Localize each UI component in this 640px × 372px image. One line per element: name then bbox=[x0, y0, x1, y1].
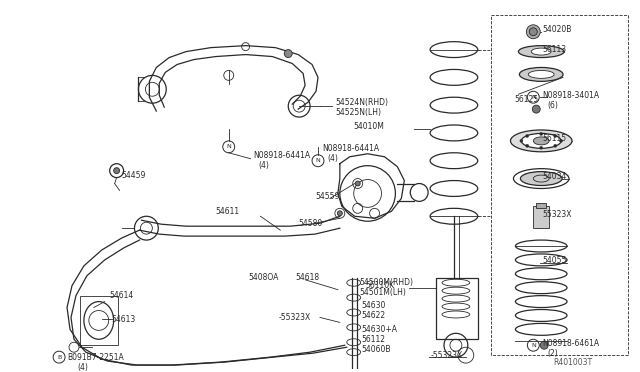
Text: N: N bbox=[316, 158, 321, 163]
Bar bbox=[536, 203, 546, 208]
Text: 54020B: 54020B bbox=[542, 25, 572, 34]
Text: -55323X: -55323X bbox=[278, 313, 310, 322]
Text: 54459: 54459 bbox=[122, 171, 146, 180]
Text: 54613: 54613 bbox=[111, 315, 136, 324]
Bar bbox=[436, 278, 477, 339]
Text: 54055: 54055 bbox=[542, 256, 566, 265]
Circle shape bbox=[355, 181, 360, 186]
Text: 54524N(RHD): 54524N(RHD) bbox=[335, 98, 388, 107]
Text: 56113: 56113 bbox=[542, 45, 566, 54]
Ellipse shape bbox=[518, 46, 564, 58]
Ellipse shape bbox=[531, 48, 551, 55]
Circle shape bbox=[525, 134, 529, 137]
Circle shape bbox=[532, 105, 540, 113]
Text: 54010M: 54010M bbox=[354, 122, 385, 131]
Text: 54622: 54622 bbox=[362, 311, 386, 320]
Circle shape bbox=[525, 144, 529, 147]
Circle shape bbox=[540, 146, 543, 149]
Text: N08918-3401A: N08918-3401A bbox=[542, 91, 599, 100]
Text: B: B bbox=[57, 355, 61, 360]
Circle shape bbox=[526, 25, 540, 39]
Text: 55323X: 55323X bbox=[542, 210, 572, 219]
Ellipse shape bbox=[520, 67, 563, 81]
Text: (4): (4) bbox=[77, 363, 88, 372]
Text: 5408OA: 5408OA bbox=[248, 273, 279, 282]
Text: (2): (2) bbox=[547, 349, 558, 357]
Text: 54630+A: 54630+A bbox=[362, 325, 397, 334]
Text: N08918-6441A: N08918-6441A bbox=[253, 151, 310, 160]
Bar bbox=[80, 296, 118, 345]
Circle shape bbox=[559, 140, 563, 142]
Text: 54580: 54580 bbox=[298, 219, 323, 228]
Text: -55323X: -55323X bbox=[431, 351, 463, 360]
Text: 54630: 54630 bbox=[362, 301, 386, 310]
Circle shape bbox=[540, 341, 548, 349]
Text: R401003T: R401003T bbox=[553, 357, 592, 366]
Circle shape bbox=[337, 211, 342, 216]
Text: 54034: 54034 bbox=[542, 172, 566, 181]
Text: N08918-6461A: N08918-6461A bbox=[542, 339, 599, 348]
Circle shape bbox=[554, 134, 557, 137]
Text: 56115: 56115 bbox=[542, 134, 566, 143]
Circle shape bbox=[540, 132, 543, 135]
Text: 54559: 54559 bbox=[315, 192, 339, 201]
Ellipse shape bbox=[529, 70, 554, 78]
Text: 56112: 56112 bbox=[362, 335, 386, 344]
Text: 54525N(LH): 54525N(LH) bbox=[335, 108, 381, 116]
Text: 56125: 56125 bbox=[515, 95, 539, 104]
Text: 54611: 54611 bbox=[216, 207, 240, 216]
Text: B091B7-2251A: B091B7-2251A bbox=[67, 353, 124, 362]
Text: 56110K: 56110K bbox=[365, 281, 394, 290]
Text: N: N bbox=[531, 95, 536, 100]
Text: 54501M(LH): 54501M(LH) bbox=[360, 288, 406, 297]
Circle shape bbox=[284, 49, 292, 58]
Text: 54614: 54614 bbox=[109, 291, 134, 300]
Circle shape bbox=[520, 140, 523, 142]
Text: N08918-6441A: N08918-6441A bbox=[322, 144, 379, 153]
Text: N: N bbox=[531, 343, 536, 348]
Text: 54060B: 54060B bbox=[362, 345, 391, 354]
Circle shape bbox=[554, 144, 557, 147]
Ellipse shape bbox=[511, 130, 572, 152]
Text: 54500M(RHD): 54500M(RHD) bbox=[360, 278, 413, 287]
Circle shape bbox=[114, 168, 120, 174]
Text: (4): (4) bbox=[259, 161, 269, 170]
Text: 54618: 54618 bbox=[295, 273, 319, 282]
Ellipse shape bbox=[533, 137, 549, 145]
Ellipse shape bbox=[520, 171, 562, 186]
Bar bbox=[533, 206, 549, 228]
Circle shape bbox=[529, 28, 537, 36]
Text: (4): (4) bbox=[327, 154, 338, 163]
Text: (6): (6) bbox=[547, 101, 558, 110]
Ellipse shape bbox=[522, 134, 561, 148]
Text: N: N bbox=[227, 144, 231, 149]
